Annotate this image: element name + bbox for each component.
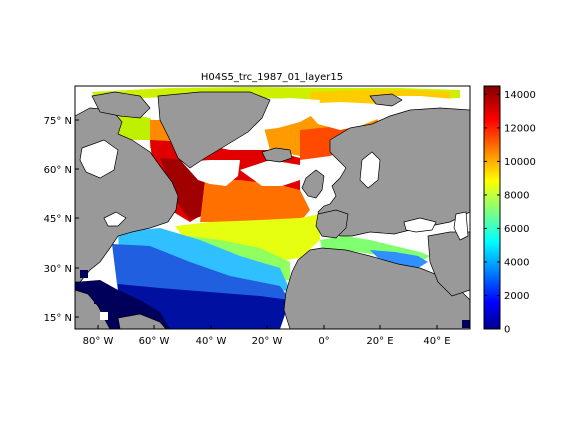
great-lakes [103, 211, 127, 227]
colorbar-tick: 6000 [484, 224, 529, 235]
ocean-cell [112, 244, 290, 302]
baltic-sea [359, 151, 381, 189]
landmass-europe [317, 107, 470, 237]
lat-tick-group: 15° N [44, 313, 79, 324]
colorbar-tick: 14000 [484, 90, 536, 101]
lat-tick-group: 45° N [44, 214, 79, 225]
lon-tick-label: 40° E [423, 336, 450, 347]
map-panel [75, 86, 470, 329]
lat-tick-group: 30° N [44, 264, 79, 275]
caspian-sea [453, 211, 469, 241]
lon-tick-group: 40° W [196, 325, 227, 347]
caribbean-cells [80, 270, 470, 328]
lon-tick-label: 80° W [83, 336, 114, 347]
colorbar-tick-label: 10000 [504, 157, 536, 168]
ocean-cell [108, 302, 116, 310]
colorbar-tick-label: 2000 [504, 291, 529, 302]
lat-tick-group: 75° N [44, 116, 79, 127]
no-data-cell [240, 160, 300, 186]
lon-tick-label: 40° W [196, 336, 227, 347]
colorbar-tick: 12000 [484, 123, 536, 134]
map-frame [74, 85, 471, 330]
colorbar: 0 2000 4000 6000 8000 10000 12000 14000 [483, 85, 536, 336]
colorbar-tick-label: 8000 [504, 190, 529, 201]
ocean-cell [112, 114, 160, 140]
colorbar-tick: 10000 [484, 157, 536, 168]
landmass-iceland [261, 147, 293, 163]
no-data-cell [100, 312, 108, 320]
landmass-greenland [157, 91, 271, 169]
ocean-cell [200, 180, 310, 222]
lon-tick-label: 20° E [366, 336, 393, 347]
lon-tick-group: 20° E [366, 325, 394, 347]
ocean-cell [80, 270, 88, 278]
longitude-axis: 80° W 60° W 40° W 20° W 0° 20° E 40° E [83, 325, 451, 347]
landmass-svalbard [369, 93, 403, 107]
lon-tick-group: 40° E [423, 325, 451, 347]
lon-tick-group: 60° W [139, 325, 170, 347]
lon-tick-group: 80° W [83, 325, 114, 347]
lat-tick-label: 15° N [44, 313, 72, 324]
lon-tick-label: 20° W [252, 336, 283, 347]
colorbar-tick-label: 0 [504, 325, 510, 336]
ocean-cell [462, 320, 470, 328]
ocean-cell [370, 250, 428, 268]
land-masses [75, 91, 470, 329]
colorbar-tick-label: 14000 [504, 90, 536, 101]
landmass-middle-east [427, 231, 470, 297]
lat-tick-group: 60° N [44, 165, 79, 176]
colorbar-gradient [483, 85, 501, 330]
colorbar-tick-label: 4000 [504, 257, 529, 268]
latitude-axis: 75° N 60° N 45° N 30° N 15° N [44, 116, 79, 324]
colorbar-tick-label: 12000 [504, 123, 536, 134]
colorbar-tick: 4000 [484, 257, 529, 268]
colorbar-tick: 2000 [484, 291, 529, 302]
lon-tick-group: 0° [318, 325, 330, 347]
landmass-iberia [315, 209, 349, 239]
lat-tick-label: 60° N [44, 165, 72, 176]
colorbar-tick: 0 [484, 325, 510, 336]
black-sea [403, 217, 437, 233]
colorbar-tick: 8000 [484, 190, 529, 201]
no-data-cell [182, 160, 240, 186]
colorbar-ticks: 0 2000 4000 6000 8000 10000 12000 14000 [484, 90, 536, 336]
map-title: H04S5_trc_1987_01_layer15 [201, 72, 343, 83]
lon-tick-group: 20° W [252, 325, 283, 347]
ocean-cell [94, 296, 102, 304]
landmass-british-isles [301, 169, 325, 199]
lat-tick-label: 45° N [44, 214, 72, 225]
colorbar-tick-label: 6000 [504, 224, 529, 235]
lat-tick-label: 75° N [44, 116, 72, 127]
lon-tick-label: 60° W [139, 336, 170, 347]
lon-tick-label: 0° [318, 336, 329, 347]
no-data-cell [300, 102, 380, 130]
lat-tick-label: 30° N [44, 264, 72, 275]
hudson-bay [79, 139, 119, 179]
landmass-baffin [91, 91, 151, 119]
